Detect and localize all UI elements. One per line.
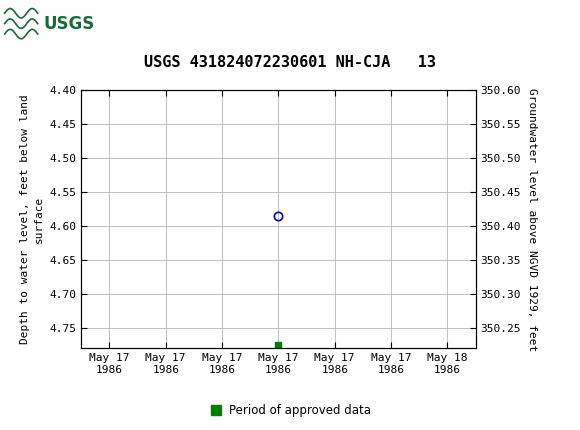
Text: USGS: USGS xyxy=(44,15,95,33)
FancyBboxPatch shape xyxy=(3,4,72,43)
Legend: Period of approved data: Period of approved data xyxy=(204,399,376,422)
Y-axis label: Groundwater level above NGVD 1929, feet: Groundwater level above NGVD 1929, feet xyxy=(527,88,536,351)
Y-axis label: Depth to water level, feet below land
surface: Depth to water level, feet below land su… xyxy=(20,95,44,344)
Text: USGS 431824072230601 NH-CJA   13: USGS 431824072230601 NH-CJA 13 xyxy=(144,55,436,70)
